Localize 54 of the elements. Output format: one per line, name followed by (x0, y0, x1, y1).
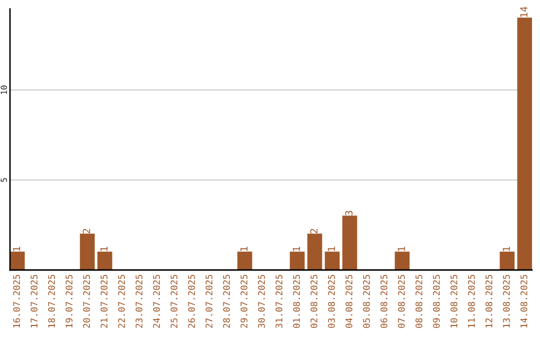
x-tick-label: 26.07.2025 (188, 274, 195, 328)
x-tick-label: 18.07.2025 (48, 274, 55, 328)
data-label: 1 (328, 246, 335, 251)
x-tick-label: 12.08.2025 (485, 274, 492, 328)
x-tick-label: 28.07.2025 (223, 274, 230, 328)
bar (97, 252, 112, 270)
x-tick-label: 06.08.2025 (380, 274, 388, 328)
data-label: 2 (82, 228, 90, 234)
x-tick-label: 07.08.2025 (398, 274, 405, 328)
x-tick-label: 17.07.2025 (30, 274, 38, 328)
x-tick-label: 22.07.2025 (118, 274, 125, 328)
x-tick-label: 11.08.2025 (468, 274, 475, 328)
data-label: 14 (520, 6, 528, 17)
x-tick-label: 23.07.2025 (136, 274, 142, 328)
x-tick-label: 04.08.2025 (346, 274, 352, 328)
bar (394, 252, 410, 270)
bar (10, 252, 25, 270)
x-tick-label: 30.07.2025 (258, 274, 265, 328)
x-tick-label: 24.07.2025 (153, 274, 160, 328)
data-label: 3 (345, 210, 353, 216)
data-label: 1 (12, 246, 20, 251)
bar (237, 252, 252, 270)
x-tick-label: 16.07.2025 (13, 274, 20, 328)
x-tick-label: 09.08.2025 (433, 274, 440, 328)
x-tick-label: 08.08.2025 (416, 274, 422, 328)
x-tick-label: 03.08.2025 (328, 274, 335, 328)
data-label: 1 (398, 246, 405, 251)
x-tick-label: 13.08.2025 (502, 274, 510, 328)
data-label: 1 (240, 246, 248, 251)
x-tick-label: 27.07.2025 (206, 274, 212, 328)
x-tick-label: 05.08.2025 (363, 274, 370, 328)
data-label: 1 (292, 246, 300, 251)
x-tick-label: 31.07.2025 (276, 274, 282, 328)
x-tick-label: 25.07.2025 (170, 274, 178, 328)
x-tick-label: 29.07.2025 (240, 274, 248, 328)
data-label: 1 (100, 246, 108, 251)
x-tick-label: 10.08.2025 (450, 274, 458, 328)
x-tick-label: 02.08.2025 (310, 274, 318, 328)
y-tick-label: 5 (0, 178, 7, 182)
bar (307, 234, 322, 270)
y-tick-label: 10 (0, 86, 7, 94)
bar (290, 252, 305, 270)
x-tick-label: 20.07.2025 (83, 274, 90, 328)
data-label: 2 (310, 228, 318, 234)
x-tick-label: 14.08.2025 (520, 274, 528, 328)
x-tick-label: 19.07.2025 (66, 274, 72, 328)
bar (500, 252, 515, 270)
data-label: 1 (502, 246, 510, 251)
bar (517, 18, 532, 270)
bar (342, 216, 358, 270)
x-tick-label: 01.08.2025 (293, 274, 300, 328)
bar (80, 234, 95, 270)
bar (324, 252, 340, 270)
x-tick-label: 21.07.2025 (100, 274, 108, 328)
